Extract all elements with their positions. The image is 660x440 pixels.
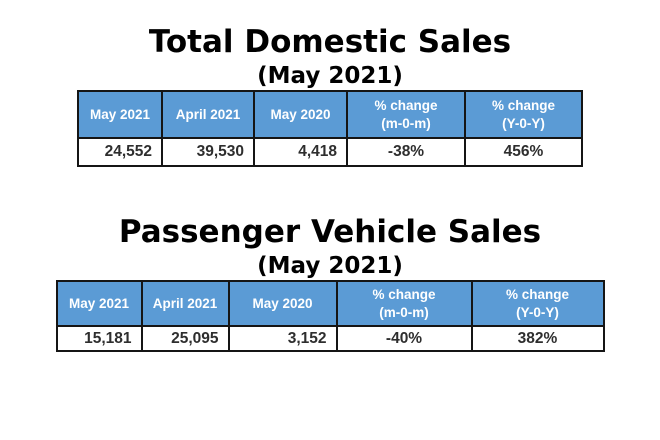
page-subtitle: (May 2021)	[257, 63, 403, 89]
header-cell-pct-change-mom: % change (m-0-m)	[335, 280, 473, 327]
cell-pct-change-yoy: 456%	[464, 137, 583, 167]
header-cell-may-2021: May 2021	[55, 280, 143, 327]
cell-may-2020-value: 4,418	[253, 137, 348, 167]
page-title-2: Passenger Vehicle Sales	[118, 214, 542, 250]
header-cell-may-2020: May 2020	[253, 90, 348, 139]
page-subtitle-2: (May 2021)	[257, 253, 403, 279]
section-total-domestic-sales: Total Domestic Sales (May 2021) May 2021…	[0, 0, 660, 167]
header-cell-may-2021: May 2021	[77, 90, 163, 139]
header-cell-april-2021: April 2021	[161, 90, 255, 139]
header-cell-pct-change-yoy: % change (Y-0-Y)	[464, 90, 583, 139]
cell-may-2020-value: 3,152	[227, 325, 338, 352]
cell-april-2021-value: 39,530	[161, 137, 255, 167]
cell-april-2021-value: 25,095	[140, 325, 230, 352]
cell-may-2021-value: 24,552	[77, 137, 163, 167]
page-title: Total Domestic Sales	[148, 24, 512, 60]
total-domestic-sales-table: May 2021 April 2021 May 2020 % change (m-…	[77, 90, 583, 167]
table-header-row: May 2021 April 2021 May 2020 % change (m-…	[77, 90, 583, 139]
table-row: 24,552 39,530 4,418 -38% 456%	[77, 137, 583, 167]
section-passenger-vehicle-sales: Passenger Vehicle Sales (May 2021) May 2…	[0, 214, 660, 352]
header-cell-pct-change-yoy: % change (Y-0-Y)	[470, 280, 605, 327]
cell-pct-change-mom: -40%	[335, 325, 473, 352]
header-cell-may-2020: May 2020	[227, 280, 338, 327]
header-cell-april-2021: April 2021	[140, 280, 230, 327]
table-row: 15,181 25,095 3,152 -40% 382%	[55, 325, 605, 352]
cell-pct-change-mom: -38%	[346, 137, 466, 167]
cell-pct-change-yoy: 382%	[470, 325, 605, 352]
header-cell-pct-change-mom: % change (m-0-m)	[346, 90, 466, 139]
passenger-vehicle-sales-table: May 2021 April 2021 May 2020 % change (m-…	[55, 280, 605, 352]
table-header-row: May 2021 April 2021 May 2020 % change (m-…	[55, 280, 605, 327]
cell-may-2021-value: 15,181	[55, 325, 143, 352]
